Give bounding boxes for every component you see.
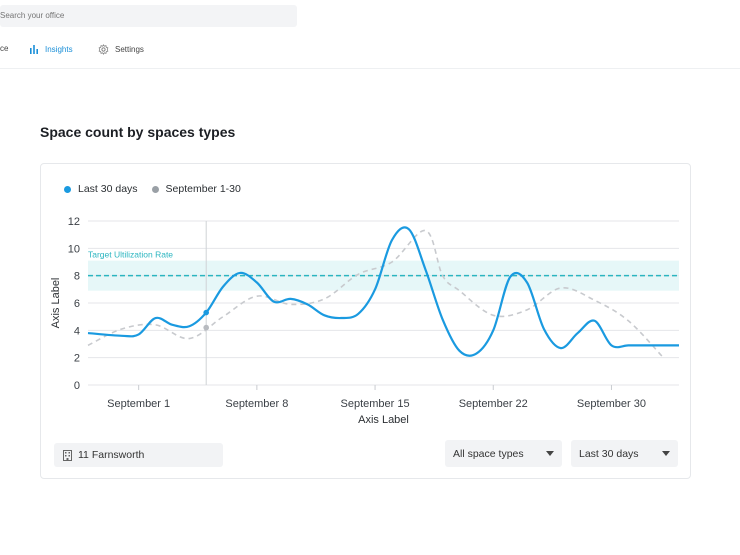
building-name: 11 Farnsworth	[78, 449, 145, 461]
nav-item-settings[interactable]: Settings	[98, 44, 144, 55]
nav-item-label: Insights	[45, 44, 73, 54]
chevron-down-icon	[546, 451, 554, 456]
search-input[interactable]	[0, 5, 297, 27]
y-axis-label: Axis Label	[50, 278, 62, 329]
highlight-point	[203, 309, 209, 316]
legend-dot	[151, 185, 159, 193]
chart-legend: Last 30 days September 1-30	[64, 183, 241, 195]
nav-item-label: ce	[0, 44, 9, 53]
x-axis-label: Axis Label	[358, 414, 409, 426]
y-tick-label: 10	[68, 243, 80, 255]
dropdown-value: All space types	[453, 447, 524, 460]
nav-item-space[interactable]: ce	[0, 44, 8, 53]
legend-item-september[interactable]: September 1-30	[151, 183, 241, 195]
legend-label: Last 30 days	[78, 183, 138, 195]
y-tick-label: 2	[74, 353, 80, 365]
dropdown-value: Last 30 days	[579, 447, 639, 460]
building-icon	[63, 449, 72, 461]
x-tick-label: September 22	[459, 398, 528, 410]
nav-item-label: Settings	[115, 45, 144, 54]
period-dropdown[interactable]: Last 30 days	[571, 440, 678, 467]
x-tick-label: September 1	[107, 398, 170, 410]
y-tick-label: 8	[74, 271, 80, 283]
section-title: Space count by spaces types	[40, 124, 236, 140]
highlight-point	[203, 324, 209, 331]
legend-item-last-30-days[interactable]: Last 30 days	[64, 183, 138, 195]
gear-icon	[98, 44, 109, 55]
bar-chart-icon	[30, 45, 38, 54]
chart-card: Last 30 days September 1-30 0 2 4 6 8 10 12 Sep…	[40, 163, 691, 479]
x-tick-label: September 8	[225, 398, 288, 410]
y-tick-label: 4	[74, 325, 80, 337]
series-line-september-1-30	[87, 229, 663, 357]
y-tick-label: 0	[74, 380, 80, 392]
target-label: Target Ultilization Rate	[88, 250, 173, 260]
top-nav: ce Insights Settings	[0, 40, 740, 69]
series-line-last-30-days	[87, 226, 679, 357]
legend-label: September 1-30	[165, 183, 241, 195]
y-tick-label: 12	[68, 216, 80, 228]
legend-dot	[64, 185, 71, 193]
x-tick-label: September 30	[577, 398, 646, 410]
chevron-down-icon	[662, 451, 670, 456]
nav-item-insights[interactable]: Insights	[29, 44, 73, 54]
building-selector[interactable]: 11 Farnsworth	[54, 443, 223, 467]
y-tick-label: 6	[74, 298, 80, 310]
space-types-dropdown[interactable]: All space types	[445, 440, 562, 467]
x-tick-label: September 15	[341, 398, 410, 410]
line-chart: 0 2 4 6 8 10 12 September 1 September 8 September…	[50, 216, 679, 426]
